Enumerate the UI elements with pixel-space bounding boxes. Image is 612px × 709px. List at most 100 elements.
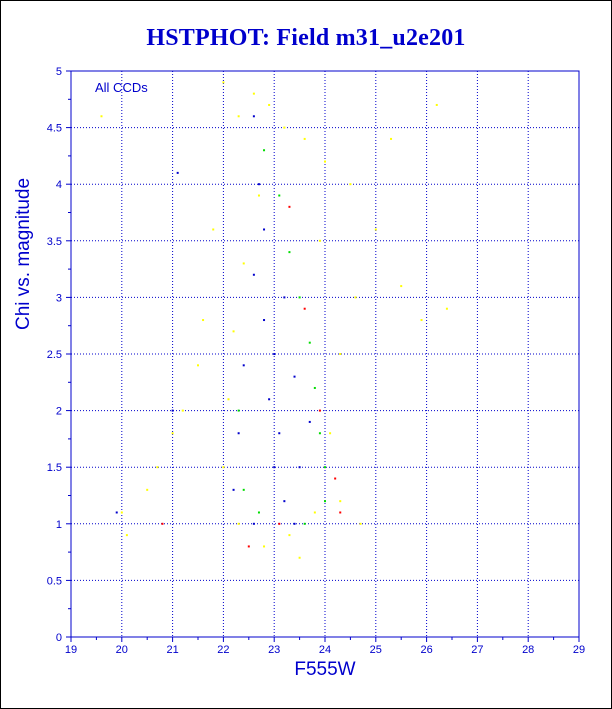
data-point xyxy=(268,103,271,106)
data-point xyxy=(288,251,291,254)
y-tick-label: 4.5 xyxy=(47,123,62,135)
x-tick-label: 26 xyxy=(420,644,432,656)
series-2 xyxy=(161,205,342,548)
data-point xyxy=(354,296,357,299)
data-point xyxy=(308,341,311,344)
data-point xyxy=(263,545,266,548)
data-point xyxy=(334,477,337,480)
data-point xyxy=(227,398,230,401)
y-tick-label: 0.5 xyxy=(47,575,62,587)
data-point xyxy=(232,330,235,333)
data-point xyxy=(324,160,326,163)
data-point xyxy=(293,522,296,525)
data-point xyxy=(420,319,423,322)
data-point xyxy=(197,364,199,367)
data-point xyxy=(318,432,321,435)
x-axis-title: F555W xyxy=(294,659,355,680)
data-point xyxy=(445,307,448,310)
data-point xyxy=(252,92,255,95)
data-point xyxy=(146,488,149,491)
data-point xyxy=(252,522,255,525)
y-tick-label: 0 xyxy=(56,632,62,644)
data-point xyxy=(308,420,311,423)
data-point xyxy=(390,137,393,140)
x-tick-label: 24 xyxy=(319,644,331,656)
chart-title: HSTPHOT: Field m31_u2e201 xyxy=(146,25,466,51)
x-tick-label: 23 xyxy=(268,644,280,656)
data-point xyxy=(298,466,301,469)
x-tick-label: 21 xyxy=(166,644,178,656)
data-point xyxy=(283,500,286,503)
series-3 xyxy=(115,115,311,525)
data-point xyxy=(273,466,276,469)
data-point xyxy=(242,488,245,491)
data-point xyxy=(161,522,164,525)
data-point xyxy=(257,194,260,197)
data-point xyxy=(288,205,291,208)
data-point xyxy=(176,171,179,174)
y-tick-label: 1 xyxy=(56,519,62,531)
data-point xyxy=(222,466,225,469)
data-point xyxy=(283,296,286,299)
x-tick-label: 19 xyxy=(65,644,77,656)
data-point xyxy=(237,432,240,435)
data-point xyxy=(374,228,377,231)
data-point xyxy=(324,466,326,469)
data-point xyxy=(268,398,271,401)
data-point xyxy=(278,432,281,435)
data-point xyxy=(278,522,281,525)
data-point xyxy=(181,409,184,412)
data-point xyxy=(278,194,281,197)
data-point xyxy=(298,296,301,299)
data-point xyxy=(318,409,321,412)
data-point xyxy=(349,183,352,186)
data-point xyxy=(237,409,240,412)
data-point xyxy=(120,511,123,514)
data-point xyxy=(293,375,296,378)
series-0 xyxy=(100,81,448,559)
x-tick-label: 28 xyxy=(522,644,534,656)
y-tick-label: 2 xyxy=(56,406,62,418)
x-tick-label: 25 xyxy=(370,644,382,656)
y-tick-label: 4 xyxy=(56,179,62,191)
annotation-all-ccds: All CCDs xyxy=(95,80,148,95)
data-point xyxy=(171,409,174,412)
data-point xyxy=(252,115,255,118)
data-point xyxy=(303,307,306,310)
data-point xyxy=(313,511,316,514)
data-point xyxy=(257,183,260,186)
data-point xyxy=(303,137,306,140)
y-tick-label: 5 xyxy=(56,66,62,78)
data-point xyxy=(329,432,332,435)
y-axis-title: Chi vs. magnitude xyxy=(13,178,34,330)
data-point xyxy=(359,522,362,525)
data-point xyxy=(263,149,266,152)
data-point xyxy=(212,228,215,231)
data-point xyxy=(232,488,235,491)
y-tick-label: 3 xyxy=(56,292,62,304)
data-point xyxy=(339,353,342,355)
x-tick-label: 29 xyxy=(573,644,585,656)
data-point xyxy=(242,262,245,265)
data-point xyxy=(202,319,205,322)
grid xyxy=(71,71,579,637)
data-point xyxy=(242,364,245,367)
data-point xyxy=(313,386,316,389)
data-point xyxy=(339,511,342,514)
axis-ticks: 19 20 21 22 23 24 25 26 27 28 29 0 0.5 1 1.5 2 2.5 3 3.5 4 4… xyxy=(47,66,585,656)
data-point xyxy=(263,228,266,231)
data-point xyxy=(257,511,260,514)
x-tick-label: 27 xyxy=(471,644,483,656)
y-tick-label: 2.5 xyxy=(47,349,62,361)
data-point xyxy=(400,285,403,288)
data-point xyxy=(252,273,255,276)
data-point xyxy=(237,115,240,118)
y-tick-label: 3.5 xyxy=(47,236,62,248)
data-points xyxy=(100,81,448,559)
data-point xyxy=(247,545,250,548)
data-point xyxy=(283,126,286,129)
data-point xyxy=(273,353,276,355)
data-point xyxy=(125,534,128,537)
x-tick-label: 22 xyxy=(217,644,229,656)
